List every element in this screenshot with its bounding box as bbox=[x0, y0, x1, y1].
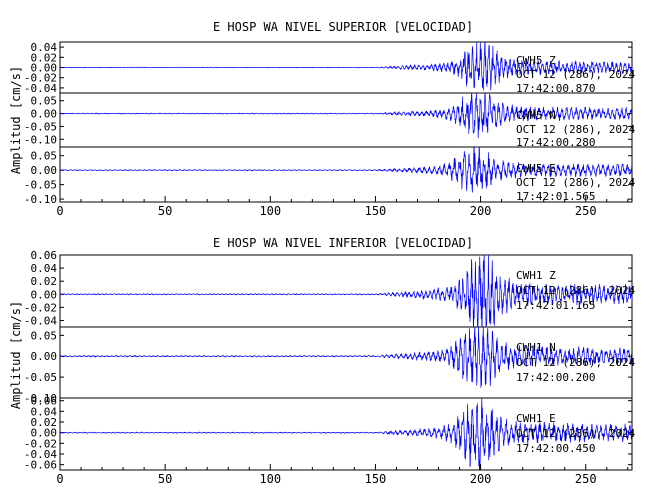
y-tick-label: -0.04 bbox=[24, 448, 57, 461]
station-component-label: CWH1 Z bbox=[516, 269, 556, 282]
y-tick-label: -0.10 bbox=[24, 133, 57, 146]
y-tick-group: 0.050.00 -0.05-0.10 bbox=[24, 150, 632, 206]
trace-date-label: OCT 12 (286), 2024 bbox=[516, 356, 636, 369]
y-tick-group: 0.050.00-0.05-0.10 bbox=[24, 95, 632, 146]
y-tick-label: 0.00 bbox=[31, 288, 58, 301]
trace-time-label: 17:42:00.280 bbox=[516, 136, 595, 149]
x-tick-label: 150 bbox=[365, 472, 387, 486]
y-tick-label: 0.06 bbox=[31, 249, 58, 262]
y-tick-label: 0.05 bbox=[31, 329, 58, 342]
x-tick-label: 50 bbox=[158, 472, 172, 486]
x-tick-label: 0 bbox=[56, 472, 63, 486]
figure-bottom: E HOSP WA NIVEL INFERIOR [VELOCIDAD] Amp… bbox=[9, 236, 636, 486]
trace-time-label: 17:42:01.565 bbox=[516, 190, 595, 203]
y-tick-label: 0.04 bbox=[31, 41, 58, 54]
y-tick-label: 0.04 bbox=[31, 262, 58, 275]
trace-date-label: OCT 12 (286), 2024 bbox=[516, 123, 636, 136]
y-tick-label: -0.04 bbox=[24, 314, 57, 327]
trace-time-label: 17:42:00.450 bbox=[516, 442, 595, 455]
y-tick-label: 0.05 bbox=[31, 95, 58, 108]
trace-date-label: OCT 12 (286), 2024 bbox=[516, 68, 636, 81]
station-component-label: CWH1 N bbox=[516, 341, 556, 354]
trace-date-label: OCT 12 (286), 2024 bbox=[516, 427, 636, 440]
y-tick-label: -0.10 bbox=[24, 193, 57, 206]
waveform-trace bbox=[60, 41, 633, 91]
trace-date-label: OCT 12 (286), 2024 bbox=[516, 176, 636, 189]
y-tick-label: 0.05 bbox=[31, 150, 58, 163]
ylabel-top: Amplitud [cm/s] bbox=[9, 66, 23, 174]
station-component-label: CWH5 N bbox=[516, 109, 556, 122]
x-tick-label: 150 bbox=[365, 204, 387, 218]
trace-time-label: 17:42:00.200 bbox=[516, 371, 595, 384]
station-component-label: CWH5 Z bbox=[516, 54, 556, 67]
figure-top: E HOSP WA NIVEL SUPERIOR [VELOCIDAD] Amp… bbox=[9, 20, 636, 218]
waveform-trace bbox=[59, 326, 633, 388]
panel-frame bbox=[59, 397, 633, 471]
trace-panel: 0.060.040.020.00-0.02-0.04-0.06 CWH1 E O… bbox=[24, 395, 636, 472]
y-tick-label: 0.00 bbox=[31, 164, 58, 177]
y-tick-group: 0.060.040.020.00-0.02-0.04 bbox=[24, 249, 632, 327]
waveform-trace bbox=[59, 92, 633, 139]
trace-panel: 0.050.00-0.05-0.10 CWH5 N OCT 12 (286), … bbox=[24, 92, 636, 149]
title-bottom: E HOSP WA NIVEL INFERIOR [VELOCIDAD] bbox=[213, 236, 473, 250]
y-tick-label: 0.02 bbox=[31, 416, 58, 429]
waveform-trace bbox=[59, 397, 633, 471]
y-tick-label: 0.02 bbox=[31, 51, 58, 64]
y-tick-label: -0.02 bbox=[24, 301, 57, 314]
x-tick-label: 200 bbox=[470, 204, 492, 218]
title-top: E HOSP WA NIVEL SUPERIOR [VELOCIDAD] bbox=[213, 20, 473, 34]
y-tick-label: 0.00 bbox=[31, 350, 58, 363]
panel-frame bbox=[59, 146, 633, 203]
y-tick-label: -0.05 bbox=[24, 371, 57, 384]
x-tick-label: 100 bbox=[259, 472, 281, 486]
trace-panel: 0.05 0.00 -0.05 -0.10 CWH1 N OCT 12 (286), … bbox=[24, 326, 636, 405]
trace-panel: 0.060.040.020.00-0.02-0.04 CWH1 Z OCT 12… bbox=[24, 249, 636, 328]
station-component-label: CWH1 E bbox=[516, 412, 556, 425]
trace-date-label: OCT 12 (286), 2024 bbox=[516, 284, 636, 297]
x-tick-label: 250 bbox=[575, 204, 597, 218]
x-axis-top: 0 50 100 150 200 250 bbox=[56, 196, 629, 218]
ylabel-bottom: Amplitud [cm/s] bbox=[9, 301, 23, 409]
x-tick-label: 100 bbox=[259, 204, 281, 218]
x-tick-label: 50 bbox=[158, 204, 172, 218]
station-component-label: CWH5 E bbox=[516, 162, 556, 175]
y-tick-group: 0.05 0.00 -0.05 -0.10 bbox=[24, 329, 632, 405]
waveform-trace bbox=[59, 254, 633, 328]
y-tick-label: -0.02 bbox=[24, 72, 57, 85]
y-tick-label: 0.06 bbox=[31, 395, 58, 408]
waveform-trace bbox=[59, 146, 633, 193]
y-tick-label: -0.06 bbox=[24, 459, 57, 472]
x-tick-label: 200 bbox=[470, 472, 492, 486]
y-tick-label: 0.00 bbox=[31, 427, 58, 440]
trace-time-label: 17:42:00.870 bbox=[516, 82, 595, 95]
x-axis-bottom: 0 50 100 150 200 250 bbox=[56, 464, 629, 486]
y-tick-label: -0.04 bbox=[24, 82, 57, 95]
x-tick-label: 250 bbox=[575, 472, 597, 486]
y-tick-label: -0.02 bbox=[24, 437, 57, 450]
y-tick-label: 0.00 bbox=[31, 108, 58, 121]
y-tick-group: 0.060.040.020.00-0.02-0.04-0.06 bbox=[24, 395, 632, 472]
trace-time-label: 17:42:01.165 bbox=[516, 299, 595, 312]
x-tick-label: 0 bbox=[56, 204, 63, 218]
y-tick-group: 0.040.020.00-0.02-0.04 bbox=[24, 41, 632, 95]
y-tick-label: 0.04 bbox=[31, 405, 58, 418]
y-tick-label: 0.02 bbox=[31, 275, 58, 288]
y-tick-label: -0.05 bbox=[24, 179, 57, 192]
y-tick-label: -0.05 bbox=[24, 120, 57, 133]
trace-panel: 0.040.020.00-0.02-0.04 CWH5 Z OCT 12 (28… bbox=[24, 41, 636, 95]
y-tick-label: -0.10 bbox=[24, 392, 57, 405]
y-tick-label: 0.00 bbox=[31, 62, 58, 75]
trace-panel: 0.050.00 -0.05-0.10 CWH5 E OCT 12 (286), … bbox=[24, 146, 636, 206]
